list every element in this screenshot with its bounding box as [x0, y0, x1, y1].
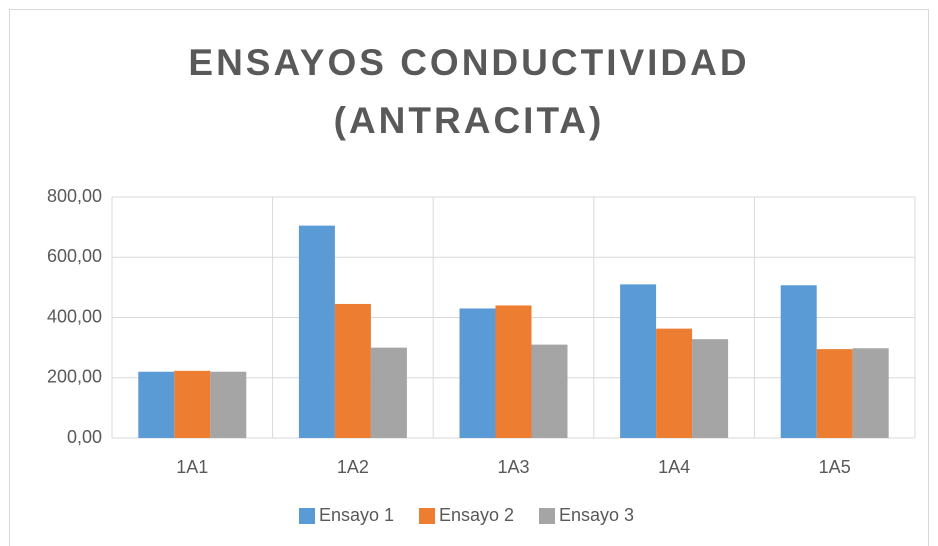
legend-label: Ensayo 1 [319, 505, 394, 525]
bar [174, 370, 211, 438]
bar [138, 371, 175, 438]
bar [298, 225, 335, 438]
x-tick-label: 1A3 [497, 457, 529, 477]
bar [370, 347, 407, 438]
bar [531, 344, 568, 438]
bar [852, 348, 889, 438]
legend-swatch [539, 508, 555, 524]
legend-swatch [419, 508, 435, 524]
bar [334, 303, 371, 438]
x-tick-label: 1A2 [337, 457, 369, 477]
bar [620, 284, 657, 438]
y-tick-label: 400,00 [47, 306, 102, 326]
bar [780, 285, 817, 438]
x-tick-label: 1A1 [176, 457, 208, 477]
bar [210, 371, 247, 438]
x-tick-label: 1A5 [819, 457, 851, 477]
legend-swatch [299, 508, 315, 524]
legend-label: Ensayo 2 [439, 505, 514, 525]
y-tick-label: 0,00 [67, 427, 102, 447]
chart-frame [9, 9, 929, 546]
bar [816, 349, 853, 438]
chart-title: ENSAYOS CONDUCTIVIDAD (ANTRACITA) [188, 42, 750, 141]
bar [692, 339, 729, 438]
legend-label: Ensayo 3 [559, 505, 634, 525]
bar [656, 328, 693, 438]
bar [459, 308, 496, 438]
x-tick-label: 1A4 [658, 457, 690, 477]
y-tick-label: 200,00 [47, 367, 102, 387]
y-tick-label: 800,00 [47, 186, 102, 206]
bar [495, 305, 532, 438]
y-tick-label: 600,00 [47, 246, 102, 266]
